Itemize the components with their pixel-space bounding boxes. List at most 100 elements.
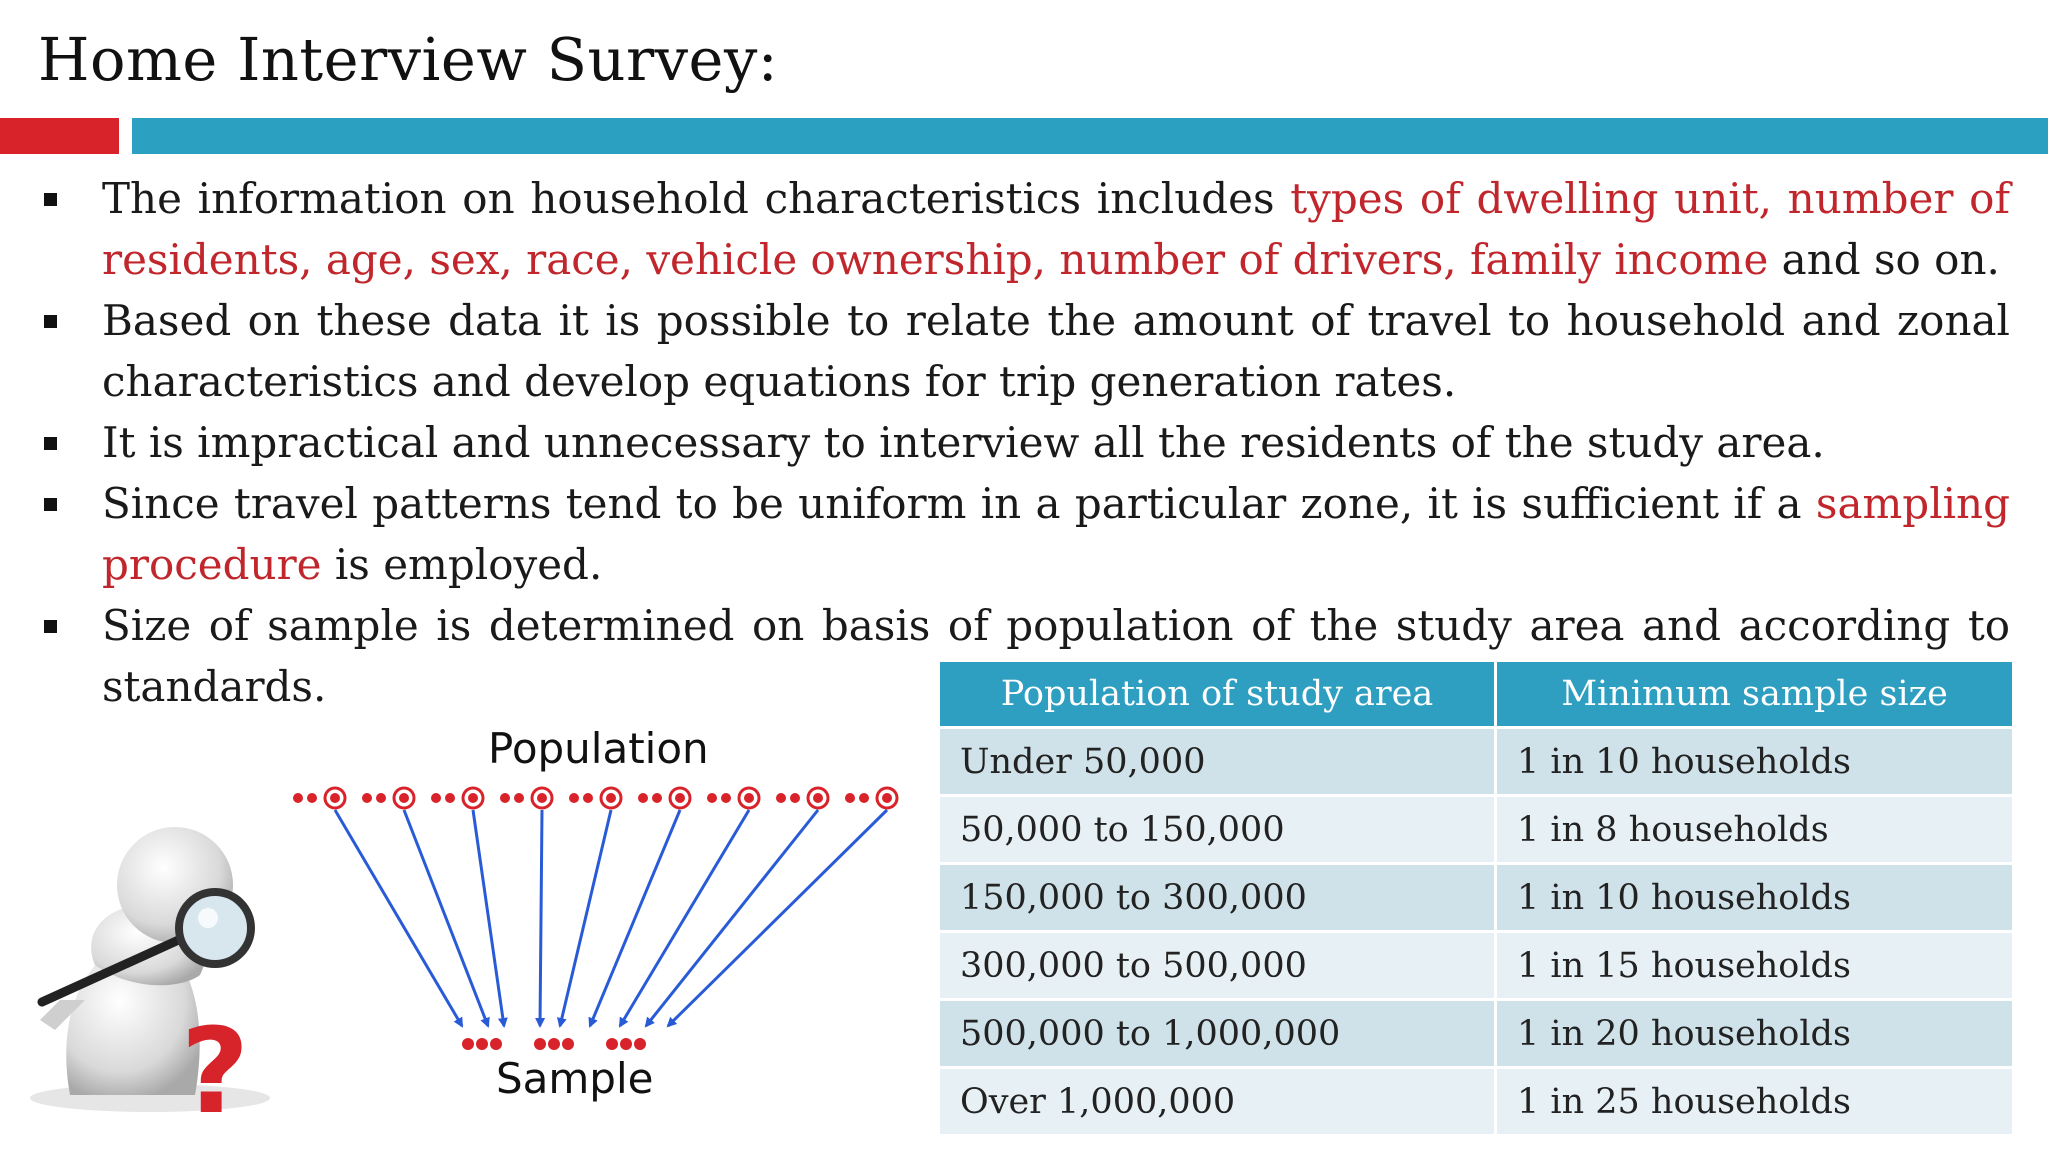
question-mark-icon: ? <box>181 1002 249 1140</box>
population-sampled-ring <box>599 786 623 810</box>
table-cell-sample-size: 1 in 10 households <box>1495 726 2012 796</box>
sampling-arrow <box>333 809 464 1028</box>
table-cell-population: 300,000 to 500,000 <box>940 930 1497 1000</box>
population-dot <box>569 793 579 803</box>
population-dot <box>468 793 478 803</box>
table-cell-population: Over 1,000,000 <box>940 1066 1497 1134</box>
sample-dot <box>562 1038 574 1050</box>
population-dot <box>583 793 593 803</box>
population-dot <box>707 793 717 803</box>
table-cell-sample-size: 1 in 10 households <box>1495 862 2012 932</box>
table-cell-sample-size: 1 in 25 households <box>1495 1066 2012 1134</box>
highlighted-text: types of dwelling unit, number of reside… <box>102 174 2010 284</box>
population-dot <box>399 793 409 803</box>
sampling-arrow <box>618 809 751 1028</box>
population-dot <box>606 793 616 803</box>
sample-dot <box>606 1038 618 1050</box>
population-dot <box>845 793 855 803</box>
title-accent-red-bar <box>0 118 119 154</box>
highlighted-text: sampling procedure <box>102 479 2010 589</box>
bullet-item: It is impractical and unnecessary to int… <box>40 412 2010 473</box>
bullet-text: The information on household characteris… <box>102 174 1291 223</box>
population-sampled-ring <box>530 786 554 810</box>
table-cell-sample-size: 1 in 8 households <box>1495 794 2012 864</box>
population-sampled-ring <box>737 786 761 810</box>
bullet-square-icon <box>44 193 57 206</box>
table-row: Over 1,000,000 1 in 25 households <box>940 1066 2012 1134</box>
title-accent-blue-bar <box>132 118 2048 154</box>
population-dot <box>293 793 303 803</box>
sample-size-table: Population of study area Minimum sample … <box>940 662 2012 1134</box>
population-sampled-ring <box>461 786 485 810</box>
table-row: 500,000 to 1,000,000 1 in 20 households <box>940 998 2012 1068</box>
population-dot <box>638 793 648 803</box>
sampling-arrow <box>402 809 490 1028</box>
table-cell-population: Under 50,000 <box>940 726 1497 796</box>
population-dots <box>293 786 899 810</box>
investigator-figure-illustration <box>30 827 270 1112</box>
table-row: 50,000 to 150,000 1 in 8 households <box>940 794 2012 864</box>
population-dot <box>675 793 685 803</box>
sampling-arrow <box>535 809 546 1028</box>
bullet-item: Based on these data it is possible to re… <box>40 290 2010 412</box>
sample-dot <box>534 1038 546 1050</box>
sample-dot <box>490 1038 502 1050</box>
sample-dot <box>548 1038 560 1050</box>
bullet-text: It is impractical and unnecessary to int… <box>102 418 1825 467</box>
population-dot <box>330 793 340 803</box>
population-dot <box>776 793 786 803</box>
svg-text:?: ? <box>181 1002 249 1140</box>
population-dot <box>362 793 372 803</box>
bullet-text: Size of sample is determined on basis of… <box>102 601 2010 711</box>
table-header-row: Population of study area Minimum sample … <box>940 662 2012 728</box>
sample-dot <box>620 1038 632 1050</box>
population-dot <box>652 793 662 803</box>
population-dot <box>744 793 754 803</box>
sample-label: Sample <box>496 1054 654 1103</box>
population-dot <box>721 793 731 803</box>
table-cell-sample-size: 1 in 20 households <box>1495 998 2012 1068</box>
table-cell-population: 50,000 to 150,000 <box>940 794 1497 864</box>
bullet-square-icon <box>44 437 57 450</box>
bullet-square-icon <box>44 498 57 511</box>
sample-dot <box>476 1038 488 1050</box>
table-header-population: Population of study area <box>940 662 1497 728</box>
slide-title: Home Interview Survey: <box>38 25 779 94</box>
table-row: Under 50,000 1 in 10 households <box>940 726 2012 796</box>
population-dot <box>307 793 317 803</box>
sample-dot <box>462 1038 474 1050</box>
bullet-text: is employed. <box>321 540 603 589</box>
table-cell-population: 500,000 to 1,000,000 <box>940 998 1497 1068</box>
bullet-item: Since travel patterns tend to be uniform… <box>40 473 2010 595</box>
population-dot <box>500 793 510 803</box>
sampling-arrow <box>588 809 682 1028</box>
table-row: 300,000 to 500,000 1 in 15 households <box>940 930 2012 1000</box>
population-dot <box>537 793 547 803</box>
population-sampled-ring <box>323 786 347 810</box>
population-dot <box>445 793 455 803</box>
table-row: 150,000 to 300,000 1 in 10 households <box>940 862 2012 932</box>
population-dot <box>790 793 800 803</box>
sample-dots <box>462 1038 646 1050</box>
population-label: Population <box>488 724 709 773</box>
population-dot <box>431 793 441 803</box>
table-cell-sample-size: 1 in 15 households <box>1495 930 2012 1000</box>
bullet-item: Size of sample is determined on basis of… <box>40 595 2010 717</box>
sampling-arrow <box>471 809 508 1028</box>
bullet-square-icon <box>44 620 57 633</box>
population-sampled-ring <box>668 786 692 810</box>
population-dot <box>376 793 386 803</box>
bullet-square-icon <box>44 315 57 328</box>
bullet-list: The information on household characteris… <box>40 168 2010 717</box>
bullet-text: Based on these data it is possible to re… <box>102 296 2010 406</box>
bullet-text: and so on. <box>1768 235 2000 284</box>
sampling-arrow <box>644 809 820 1028</box>
sample-dot <box>634 1038 646 1050</box>
population-sampled-ring <box>392 786 416 810</box>
sampling-arrows <box>333 808 889 1028</box>
population-sampled-ring <box>806 786 830 810</box>
sampling-arrow <box>666 808 889 1028</box>
table-cell-population: 150,000 to 300,000 <box>940 862 1497 932</box>
bullet-item: The information on household characteris… <box>40 168 2010 290</box>
